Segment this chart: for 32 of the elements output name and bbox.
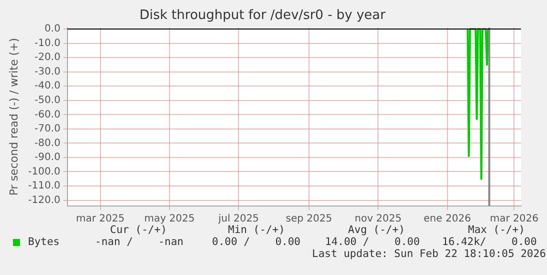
y-tick-label: -40.0	[34, 80, 60, 92]
text: -nan / -nan	[95, 236, 184, 248]
x-tick-label: ene 2026	[424, 214, 471, 225]
text: 14.00 / 0.00	[325, 236, 420, 248]
text: Avg (-/+)	[348, 224, 405, 236]
text: 16.42k/ 0.00	[442, 236, 537, 248]
y-tick-label: -110.0	[28, 180, 60, 192]
y-tick-label: -20.0	[34, 52, 60, 64]
y-tick-label: -100.0	[28, 166, 60, 178]
y-tick-label: -10.0	[34, 38, 60, 49]
legend-label: Bytes	[28, 236, 60, 248]
y-tick-label: 0.0	[44, 24, 60, 35]
x-tick-label: mar 2025	[76, 214, 125, 225]
y-tick-label: -70.0	[34, 124, 60, 135]
y-tick-label: -60.0	[34, 109, 60, 120]
y-tick-label: -30.0	[34, 66, 60, 78]
text: Cur (-/+)	[110, 224, 167, 236]
y-tick-label: -120.0	[28, 194, 60, 206]
chart-title: Disk throughput for /dev/sr0 - by year	[140, 8, 386, 24]
x-tick-label: nov 2025	[354, 214, 402, 225]
text: Max (-/+)	[468, 224, 525, 236]
x-tick-label: may 2025	[144, 214, 195, 225]
text: Min (-/+)	[228, 224, 285, 236]
y-tick-label: -90.0	[34, 152, 60, 164]
x-tick-label: sep 2025	[286, 214, 332, 225]
y-tick-label: -80.0	[34, 138, 60, 149]
text: Last update: Sun Feb 22 18:10:05 2026	[312, 248, 546, 260]
y-tick-label: -50.0	[34, 94, 60, 106]
x-tick-label: jul 2025	[217, 214, 259, 225]
y-axis-title: Pr second read (-) / write (+)	[7, 38, 20, 196]
x-tick-label: mar 2026	[490, 214, 538, 225]
text: 0.00 / 0.00	[212, 236, 301, 248]
